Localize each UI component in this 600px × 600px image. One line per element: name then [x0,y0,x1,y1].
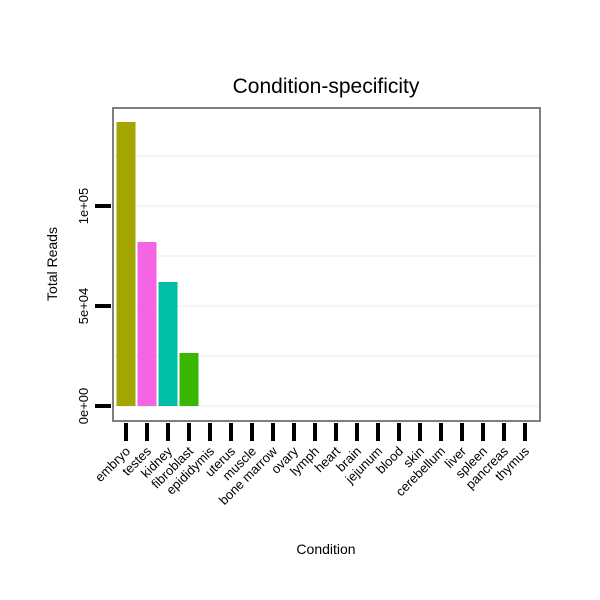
y-axis-title: Total Reads [44,227,60,301]
bars [116,122,199,406]
chart-title: Condition-specificity [233,75,420,98]
x-axis-title: Condition [296,541,355,557]
x-axis: embryotesteskidneyfibroblastepididymisut… [92,423,532,508]
y-tick-label: 5e+04 [76,288,91,325]
bar-fibroblast [179,353,199,406]
y-axis: 0e+00 5e+04 1e+05 [76,188,111,425]
y-tick-label: 1e+05 [76,188,91,225]
bar-testes [137,242,157,406]
bar-embryo [116,122,136,406]
bar-kidney [158,282,178,406]
panel-border [112,107,541,422]
y-tick-label: 0e+00 [76,388,91,425]
